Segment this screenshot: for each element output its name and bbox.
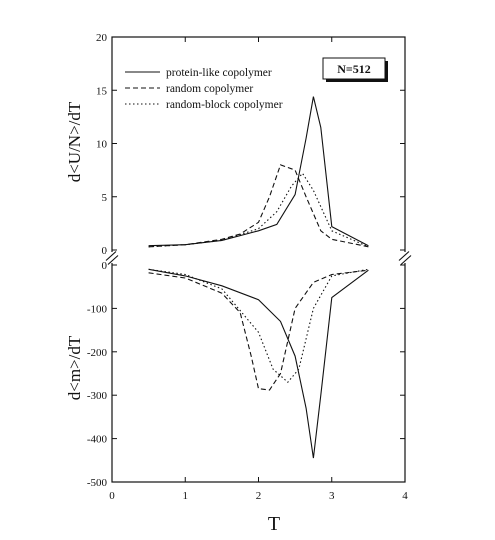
axis-break-gap [106,252,118,263]
x-tick-label: 2 [256,490,262,502]
annotation-text: N=512 [337,62,371,76]
series-line-random-block-copolymer [148,268,369,383]
legend-label: random copolymer [166,83,253,95]
x-tick-label: 4 [402,490,408,502]
y-axis-label-bottom: d<m>/dT [65,335,84,400]
annotation-box: N=512 [322,57,388,82]
x-tick-label: 1 [183,490,189,502]
y-tick-label: 10 [96,139,108,151]
series-line-random-copolymer [148,164,369,248]
x-tick-label: 0 [109,490,115,502]
series-line-protein-like-copolymer [148,268,369,459]
series-line-protein-like-copolymer [148,96,369,247]
axis-break-mark [400,255,412,265]
axis-ticks [111,36,406,483]
y-tick-label: -100 [87,303,108,315]
y-tick-label: -400 [87,434,108,446]
y-tick-label: 0 [102,260,108,272]
annotation-shadow-bottom [326,79,388,82]
tick-labels: 0 1 2 3 4 0 5 10 15 20 -500 -400 -300 -200 -100 0 [87,32,408,502]
axis-break-mark [107,255,119,265]
y-tick-label: -200 [87,347,108,359]
y-tick-label: -500 [87,477,108,489]
series-line-random-copolymer [148,269,369,391]
axis-break-mark [398,251,410,261]
y-tick-label: 5 [102,192,108,204]
y-tick-label: -300 [87,390,108,402]
axis-break-mark [105,251,117,261]
x-tick-label: 3 [329,490,335,502]
annotation-shadow [385,61,388,82]
y-tick-label: 20 [96,32,108,44]
legend: protein-like copolymer random copolymer ra… [125,67,283,111]
series-layer [148,96,369,459]
y-tick-label: 15 [96,85,108,97]
y-axis-label-top: d<U/N>/dT [65,101,84,182]
x-axis-label: T [268,513,280,535]
legend-label: protein-like copolymer [166,67,272,79]
axis-breaks [105,251,412,265]
y-tick-label: 0 [102,245,108,257]
axis-break-gap [399,252,411,263]
series-line-random-block-copolymer [148,172,369,248]
legend-label: random-block copolymer [166,99,283,111]
